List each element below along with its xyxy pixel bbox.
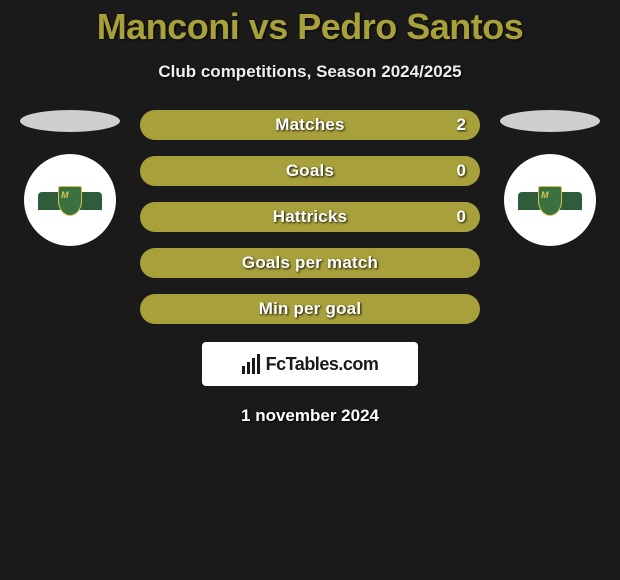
stat-row-goals: Goals 0 [140, 156, 480, 186]
stat-row-min-per-goal: Min per goal [140, 294, 480, 324]
stat-label: Min per goal [259, 299, 362, 319]
club-badge-left-art: M [44, 174, 96, 226]
badge-monogram: M [61, 190, 69, 200]
stat-right-value: 0 [457, 161, 466, 181]
stat-label: Matches [275, 115, 344, 135]
stat-label: Goals per match [242, 253, 378, 273]
subtitle: Club competitions, Season 2024/2025 [158, 62, 461, 82]
stat-row-hattricks: Hattricks 0 [140, 202, 480, 232]
club-badge-right: M [504, 154, 596, 246]
stats-column: Matches 2 Goals 0 Hattricks 0 Goals per … [140, 110, 480, 324]
stat-right-value: 2 [457, 115, 466, 135]
page-title: Manconi vs Pedro Santos [97, 6, 524, 48]
club-badge-left: M [24, 154, 116, 246]
stat-label: Goals [286, 161, 334, 181]
footer-date: 1 november 2024 [241, 406, 379, 426]
badge-monogram: M [541, 190, 549, 200]
club-badge-right-art: M [524, 174, 576, 226]
comparison-card: Manconi vs Pedro Santos Club competition… [0, 0, 620, 426]
stat-label: Hattricks [273, 207, 348, 227]
bar-chart-icon [242, 354, 260, 374]
stat-row-goals-per-match: Goals per match [140, 248, 480, 278]
stat-right-value: 0 [457, 207, 466, 227]
branding-text: FcTables.com [266, 354, 379, 375]
branding-box: FcTables.com [202, 342, 418, 386]
player-right-ellipse [500, 110, 600, 132]
middle-section: M Matches 2 Goals 0 Hattricks 0 [0, 110, 620, 324]
player-left-col: M [20, 110, 120, 246]
stat-row-matches: Matches 2 [140, 110, 480, 140]
player-right-col: M [500, 110, 600, 246]
player-left-ellipse [20, 110, 120, 132]
